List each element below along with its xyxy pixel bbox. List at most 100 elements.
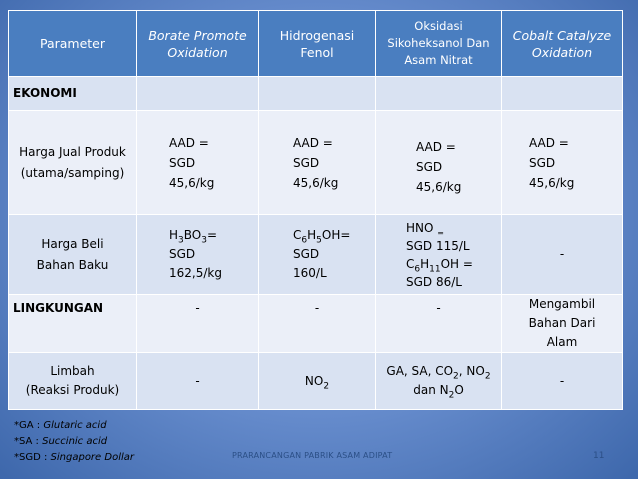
harga-jual-label-l1: Harga Jual Produk bbox=[19, 144, 126, 159]
header-row: Parameter Borate Promote Oxidation Hidrog… bbox=[8, 10, 623, 77]
cell-line: AAD = bbox=[293, 135, 333, 150]
cell-line: AAD = bbox=[416, 139, 456, 154]
footnote-prefix: *SA : bbox=[14, 436, 43, 447]
cell-line: SGD bbox=[169, 247, 196, 261]
header-oksidasi: Oksidasi Sikoheksanol Dan Asam Nitrat bbox=[375, 10, 502, 77]
harga-jual-cobalt: AAD = SGD 45,6/kg bbox=[501, 110, 623, 215]
cell-line: SGD 115/L bbox=[406, 238, 470, 253]
header-borate: Borate Promote Oxidation bbox=[136, 10, 259, 77]
page-number: 11 bbox=[593, 451, 605, 461]
row-harga-beli: Harga Beli Bahan Baku H3BO3= SGD 162,5/kg… bbox=[8, 214, 623, 295]
fpart: C bbox=[293, 228, 302, 242]
subscript: 6 bbox=[414, 263, 421, 274]
limbah-hidro: NO2 bbox=[258, 352, 376, 410]
header-parameter: Parameter bbox=[8, 10, 137, 77]
header-cobalt-line1: Cobalt Catalyze bbox=[512, 27, 612, 43]
cell-line: 160/L bbox=[293, 266, 327, 280]
section-ekonomi-row: EKONOMI bbox=[8, 76, 623, 111]
cell-line: SGD bbox=[416, 159, 443, 174]
limbah-oksidasi: GA, SA, CO2, NO2 dan N2O bbox=[375, 352, 502, 410]
harga-beli-label: Harga Beli Bahan Baku bbox=[8, 214, 137, 295]
harga-beli-cobalt: - bbox=[501, 214, 623, 295]
cell-line: 45,6/kg bbox=[416, 179, 462, 194]
cell-line: SGD bbox=[169, 155, 196, 170]
fpart: C bbox=[406, 256, 415, 271]
section-ekonomi-label: EKONOMI bbox=[8, 76, 137, 111]
header-cobalt: Cobalt Catalyze Oxidation bbox=[501, 10, 623, 77]
subscript: 6 bbox=[301, 235, 308, 246]
empty-cell bbox=[136, 76, 259, 111]
comparison-table: Parameter Borate Promote Oxidation Hidrog… bbox=[8, 10, 623, 410]
header-borate-line1: Borate Promote bbox=[148, 27, 247, 43]
limbah-label: Limbah (Reaksi Produk) bbox=[8, 352, 137, 410]
fpart: BO bbox=[183, 228, 202, 242]
harga-jual-label-l2: (utama/samping) bbox=[20, 165, 125, 180]
harga-beli-label-l1: Harga Beli bbox=[41, 236, 104, 251]
harga-jual-borate: AAD = SGD 45,6/kg bbox=[136, 110, 259, 215]
harga-beli-oksidasi: HNO = SGD 115/L C6H11OH = SGD 86/L bbox=[375, 214, 502, 295]
cell-line: Bahan Dari bbox=[528, 316, 596, 330]
subscript: 2 bbox=[448, 390, 455, 401]
cell-line: 162,5/kg bbox=[169, 266, 222, 280]
footnote-term: Singapore Dollar bbox=[50, 452, 134, 463]
cell-line: AAD = bbox=[529, 135, 569, 150]
header-oks-line1: Oksidasi bbox=[414, 19, 463, 33]
header-hidrogenasi: Hidrogenasi Fenol bbox=[258, 10, 376, 77]
row-limbah: Limbah (Reaksi Produk) - NO2 GA, SA, CO2,… bbox=[8, 352, 623, 410]
fpart: H bbox=[420, 256, 430, 271]
limbah-label-l2: (Reaksi Produk) bbox=[25, 383, 120, 397]
footnote-sgd: *SGD : Singapore Dollar bbox=[14, 450, 134, 466]
header-oks-line3: Asam Nitrat bbox=[404, 53, 473, 67]
harga-jual-hidro: AAD = SGD 45,6/kg bbox=[258, 110, 376, 215]
subscript: = bbox=[437, 227, 444, 237]
fpart: OH= bbox=[321, 228, 351, 242]
subscript: 2 bbox=[484, 371, 491, 382]
footnote-sa: *SA : Succinic acid bbox=[14, 434, 134, 450]
empty-cell bbox=[375, 76, 502, 111]
slide-footer: PRARANCANGAN PABRIK ASAM ADIPAT bbox=[232, 451, 393, 460]
row-lingkungan: LINGKUNGAN - - - Mengambil Bahan Dari Alam bbox=[8, 294, 623, 353]
footnote-prefix: *GA : bbox=[14, 420, 44, 431]
subscript: 3 bbox=[178, 235, 184, 246]
cell-line: 45,6/kg bbox=[529, 175, 575, 190]
cell-line: SGD bbox=[293, 247, 320, 261]
fpart: O bbox=[454, 383, 464, 397]
row-harga-jual: Harga Jual Produk (utama/samping) AAD = SG… bbox=[8, 110, 623, 215]
cell-line: SGD 86/L bbox=[406, 274, 462, 289]
harga-beli-label-l2: Bahan Baku bbox=[36, 257, 109, 272]
empty-cell bbox=[501, 76, 623, 111]
header-borate-line2: Oxidation bbox=[167, 44, 228, 60]
cell-line: 45,6/kg bbox=[169, 175, 215, 190]
harga-beli-borate: H3BO3= SGD 162,5/kg bbox=[136, 214, 259, 295]
footnote-term: Glutaric acid bbox=[43, 420, 107, 431]
header-hidro-line2: Fenol bbox=[300, 44, 334, 60]
empty-cell bbox=[258, 76, 376, 111]
footnote-ga: *GA : Glutaric acid bbox=[14, 418, 134, 434]
subscript: 2 bbox=[323, 380, 330, 391]
cell-line: SGD bbox=[529, 155, 556, 170]
harga-jual-label: Harga Jual Produk (utama/samping) bbox=[8, 110, 137, 215]
lingkungan-label: LINGKUNGAN bbox=[8, 294, 137, 353]
cell-line: AAD = bbox=[169, 135, 209, 150]
harga-beli-hidro: C6H5OH= SGD 160/L bbox=[258, 214, 376, 295]
fpart: = bbox=[206, 228, 218, 242]
footnote-prefix: *SGD : bbox=[14, 452, 51, 463]
lingkungan-hidro: - bbox=[258, 294, 376, 353]
subscript: 2 bbox=[453, 371, 459, 382]
footnote-term: Succinic acid bbox=[42, 436, 108, 447]
lingkungan-oksidasi: - bbox=[375, 294, 502, 353]
fpart: dan N bbox=[413, 383, 449, 397]
fpart: H bbox=[169, 228, 179, 242]
limbah-label-l1: Limbah bbox=[50, 364, 95, 378]
harga-jual-oksidasi: AAD = SGD 45,6/kg bbox=[375, 110, 502, 215]
subscript: 5 bbox=[316, 235, 322, 246]
footnotes: *GA : Glutaric acid *SA : Succinic acid … bbox=[14, 418, 134, 466]
cell-line: Alam bbox=[546, 335, 578, 349]
lingkungan-cobalt: Mengambil Bahan Dari Alam bbox=[501, 294, 623, 353]
limbah-borate: - bbox=[136, 352, 259, 410]
fpart: NO bbox=[304, 373, 324, 388]
subscript: 11 bbox=[429, 263, 441, 274]
cell-line: Mengambil bbox=[528, 297, 596, 311]
fpart: GA, SA, CO bbox=[386, 364, 454, 378]
header-cobalt-line2: Oxidation bbox=[531, 44, 593, 60]
